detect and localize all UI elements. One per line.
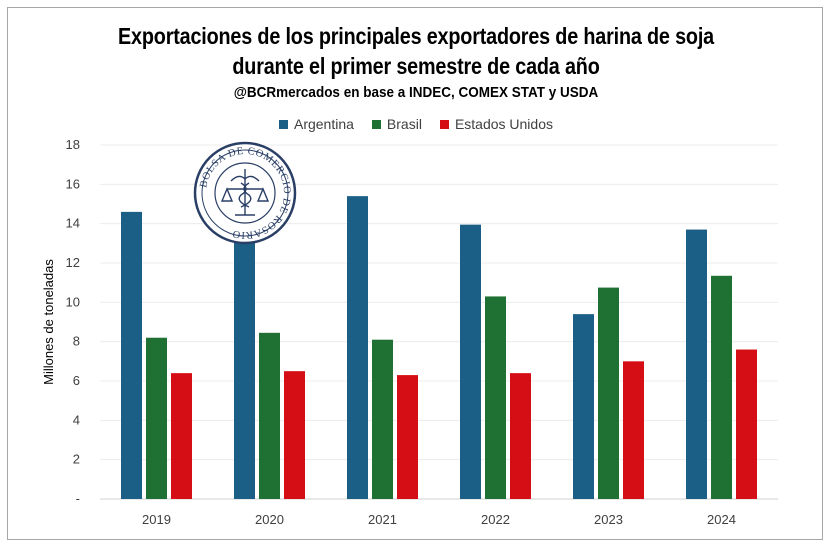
bar-argentina-2021: [347, 196, 368, 499]
bar-estados-unidos-2024: [736, 349, 757, 499]
y-tick-label: 12: [66, 255, 80, 270]
bar-argentina-2022: [460, 224, 481, 499]
legend-label-argentina: Argentina: [293, 116, 354, 132]
bcr-seal-logo: BOLSA DE COMERCIO DE ROSARIO: [193, 141, 297, 245]
bar-brasil-2022: [485, 296, 506, 499]
bar-argentina-2023: [573, 314, 594, 499]
bar-brasil-2024: [711, 275, 732, 499]
y-axis-label: Millones de toneladas: [41, 259, 56, 385]
chart-subtitle: @BCRmercados en base a INDEC, COMEX STAT…: [233, 84, 599, 101]
y-tick-label: 16: [66, 176, 80, 191]
bar-brasil-2020: [259, 332, 280, 499]
x-axis-ticks: 2019 2020 2021 2022 2023 2024: [142, 512, 736, 527]
legend-item-brasil: Brasil: [371, 116, 422, 132]
bars: [121, 196, 757, 500]
legend-swatch-estados-unidos: [439, 119, 449, 129]
legend-item-estados-unidos: Estados Unidos: [439, 116, 553, 132]
chart-title-line2: durante el primer semestre de cada año: [232, 53, 600, 79]
x-tick-label: 2020: [255, 512, 284, 527]
x-tick-label: 2024: [707, 512, 736, 527]
x-tick-label: 2021: [368, 512, 397, 527]
bar-estados-unidos-2019: [171, 373, 192, 499]
bar-argentina-2019: [121, 211, 142, 499]
bar-estados-unidos-2023: [623, 361, 644, 499]
legend-item-argentina: Argentina: [278, 116, 354, 132]
y-axis-ticks: - 2 4 6 8 10 12 14 16 18: [66, 137, 80, 506]
y-tick-label: -: [76, 491, 80, 506]
legend-swatch-argentina: [278, 119, 288, 129]
y-tick-label: 10: [66, 294, 80, 309]
legend: Argentina Brasil Estados Unidos: [0, 116, 832, 132]
x-tick-label: 2022: [481, 512, 510, 527]
x-tick-label: 2023: [594, 512, 623, 527]
legend-label-brasil: Brasil: [386, 116, 422, 132]
y-tick-label: 4: [73, 412, 80, 427]
bar-estados-unidos-2020: [284, 371, 305, 499]
bar-brasil-2019: [146, 337, 167, 499]
x-tick-label: 2019: [142, 512, 171, 527]
bar-estados-unidos-2021: [397, 375, 418, 499]
legend-label-estados-unidos: Estados Unidos: [454, 116, 553, 132]
chart-title: Exportaciones de los principales exporta…: [118, 23, 714, 49]
bar-argentina-2020: [234, 241, 255, 499]
legend-swatch-brasil: [371, 119, 381, 129]
y-tick-label: 6: [73, 373, 80, 388]
bar-estados-unidos-2022: [510, 373, 531, 499]
y-tick-label: 8: [73, 334, 80, 349]
bar-brasil-2023: [598, 287, 619, 499]
bar-argentina-2024: [686, 229, 707, 500]
y-tick-label: 14: [66, 216, 80, 231]
y-tick-label: 18: [66, 137, 80, 152]
y-tick-label: 2: [73, 452, 80, 467]
caduceus-scales-seal-icon: [220, 169, 270, 216]
bar-brasil-2021: [372, 339, 393, 499]
